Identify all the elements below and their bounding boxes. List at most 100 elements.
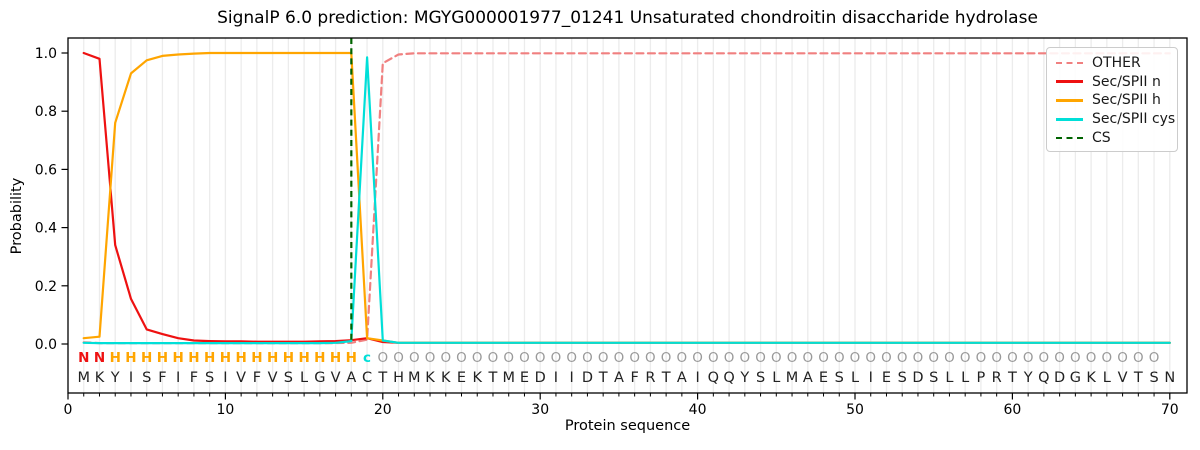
sequence-letter: S <box>898 370 907 386</box>
sequence-letter: L <box>1103 370 1111 386</box>
sequence-letter: I <box>129 370 133 386</box>
y-tick-label: 0.6 <box>35 162 57 178</box>
sequence-letter: L <box>961 370 969 386</box>
legend-line-swatch <box>1056 80 1083 84</box>
sequence-letter: K <box>95 370 105 386</box>
residue-state-letter: O <box>519 350 530 366</box>
legend-line-swatch <box>1056 117 1083 121</box>
sequence-letter: F <box>158 370 166 386</box>
sequence-letter: I <box>695 370 699 386</box>
residue-state-letter: O <box>850 350 861 366</box>
legend-line-swatch <box>1056 136 1083 139</box>
sequence-letter: K <box>441 370 451 386</box>
sequence-letter: L <box>300 370 308 386</box>
sequence-letter: D <box>1054 370 1065 386</box>
residue-state-letter: O <box>425 350 436 366</box>
residue-state-letter: O <box>488 350 499 366</box>
sequence-letter: S <box>205 370 214 386</box>
sequence-letter: Y <box>1023 370 1033 386</box>
sequence-letter: Y <box>739 370 749 386</box>
sequence-letter: R <box>645 370 655 386</box>
x-tick-label: 10 <box>216 402 234 418</box>
sequence-letter: E <box>520 370 529 386</box>
residue-state-letter: N <box>94 350 105 366</box>
sequence-letter: S <box>835 370 844 386</box>
sequence-letter: K <box>1086 370 1096 386</box>
residue-state-letter: O <box>551 350 562 366</box>
residue-state-letter: O <box>661 350 672 366</box>
sequence-letter: L <box>945 370 953 386</box>
residue-state-letter: O <box>818 350 829 366</box>
sequence-letter: Y <box>110 370 120 386</box>
sequence-letter: A <box>677 370 687 386</box>
sequence-letter: T <box>661 370 671 386</box>
residue-state-letter: O <box>771 350 782 366</box>
residue-state-letter: O <box>928 350 939 366</box>
residue-state-letter: O <box>865 350 876 366</box>
x-tick-label: 30 <box>531 402 549 418</box>
residue-state-letter: H <box>235 350 246 366</box>
residue-state-letter: O <box>1039 350 1050 366</box>
sequence-letter: E <box>882 370 891 386</box>
residue-state-letter: H <box>330 350 341 366</box>
residue-state-letter: O <box>802 350 813 366</box>
x-tick-label: 60 <box>1003 402 1021 418</box>
legend-item-sec-spii-cys: Sec/SPII cys <box>1056 110 1175 129</box>
residue-state-letter: H <box>314 350 325 366</box>
sequence-letter: G <box>1070 370 1081 386</box>
sequence-letter: E <box>457 370 466 386</box>
residue-state-letter: H <box>141 350 152 366</box>
legend-item-cs: CS <box>1056 128 1169 147</box>
y-tick-label: 0.0 <box>35 337 57 353</box>
legend-line-swatch <box>1056 98 1083 102</box>
sequence-letter: T <box>598 370 608 386</box>
x-tick-label: 20 <box>374 402 392 418</box>
sequence-letter: S <box>756 370 765 386</box>
sequence-letter: T <box>377 370 387 386</box>
residue-state-letter: O <box>598 350 609 366</box>
residue-state-letter: c <box>363 350 371 366</box>
residue-state-letter: O <box>944 350 955 366</box>
sequence-letter: T <box>1133 370 1143 386</box>
residue-state-letter: O <box>708 350 719 366</box>
sequence-letter: I <box>176 370 180 386</box>
x-axis-label: Protein sequence <box>564 418 691 434</box>
residue-state-letter: O <box>503 350 514 366</box>
residue-state-letter: O <box>1133 350 1144 366</box>
sequence-letter: R <box>992 370 1002 386</box>
residue-state-letter: O <box>913 350 924 366</box>
residue-state-letter: O <box>1007 350 1018 366</box>
residue-state-letter: O <box>1054 350 1065 366</box>
sequence-letter: L <box>772 370 780 386</box>
residue-state-letter: H <box>125 350 136 366</box>
legend-item-other: OTHER <box>1056 54 1169 73</box>
sequence-letter: Q <box>708 370 719 386</box>
sequence-letter: V <box>268 370 278 386</box>
residue-state-letter: H <box>251 350 262 366</box>
sequence-letter: A <box>346 370 356 386</box>
residue-state-letter: O <box>535 350 546 366</box>
sequence-letter: K <box>425 370 435 386</box>
residue-state-letter: O <box>1086 350 1097 366</box>
legend: OTHER Sec/SPII n Sec/SPII h Sec/SPII cys CS <box>1046 47 1178 152</box>
sequence-letter: I <box>223 370 227 386</box>
sequence-letter: D <box>582 370 593 386</box>
sequence-letter: G <box>314 370 325 386</box>
residue-state-letter: H <box>267 350 278 366</box>
sequence-letter: A <box>614 370 624 386</box>
residue-state-letter: H <box>157 350 168 366</box>
sequence-letter: V <box>236 370 246 386</box>
series-line-sec-spii-n <box>82 51 1171 344</box>
residue-state-letter: O <box>409 350 420 366</box>
sequence-letter: M <box>408 370 421 386</box>
residue-state-letter: O <box>1102 350 1113 366</box>
residue-state-letter: O <box>1149 350 1160 366</box>
sequence-letter: C <box>362 370 372 386</box>
residue-state-letter: O <box>456 350 467 366</box>
sequence-letter: T <box>1007 370 1017 386</box>
residue-state-letter: O <box>960 350 971 366</box>
sequence-letter: F <box>253 370 261 386</box>
sequence-letter: D <box>912 370 923 386</box>
